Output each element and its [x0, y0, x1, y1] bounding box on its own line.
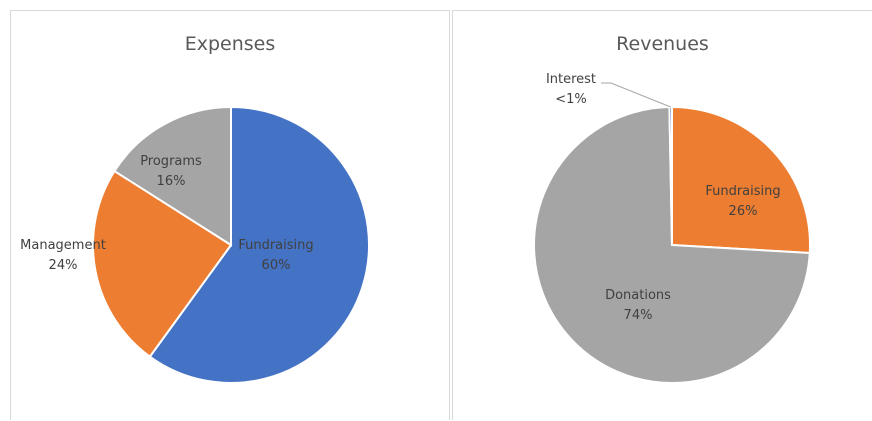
slice-value-programs: 16%	[157, 174, 186, 189]
pie-slice-programs	[113, 105, 232, 247]
expenses-chart-panel: Expenses Fundraising 60% Management 24% Prog…	[10, 10, 450, 420]
slice-label-interest: Interest	[546, 72, 596, 87]
pie-slice-fundraising	[671, 105, 811, 255]
slice-value-fundraising: 60%	[262, 258, 291, 273]
slice-label-fundraising: Fundraising	[705, 184, 780, 199]
revenues-pie: Fundraising 26% Donations 74% Interest <1%	[533, 72, 811, 384]
slice-label-programs: Programs	[140, 154, 202, 169]
chart-title: Revenues	[616, 33, 709, 55]
chart-title: Expenses	[184, 33, 276, 55]
leader-line	[601, 82, 671, 108]
slice-value-fundraising: 26%	[729, 204, 758, 219]
expenses-pie: Fundraising 60% Management 24% Programs 16%	[20, 105, 370, 384]
slice-label-management: Management	[20, 238, 106, 253]
slice-value-interest: <1%	[555, 92, 587, 107]
revenues-chart-panel: Revenues Fundraising 26% Donations 74% Inter…	[452, 10, 872, 420]
pie-slice-fundraising	[148, 105, 370, 384]
pie-slice-management	[92, 169, 233, 359]
slice-label-fundraising: Fundraising	[238, 238, 313, 253]
pie-slice-interest	[668, 105, 673, 246]
slice-value-donations: 74%	[624, 308, 653, 323]
slice-label-donations: Donations	[605, 288, 671, 303]
slice-value-management: 24%	[49, 258, 78, 273]
